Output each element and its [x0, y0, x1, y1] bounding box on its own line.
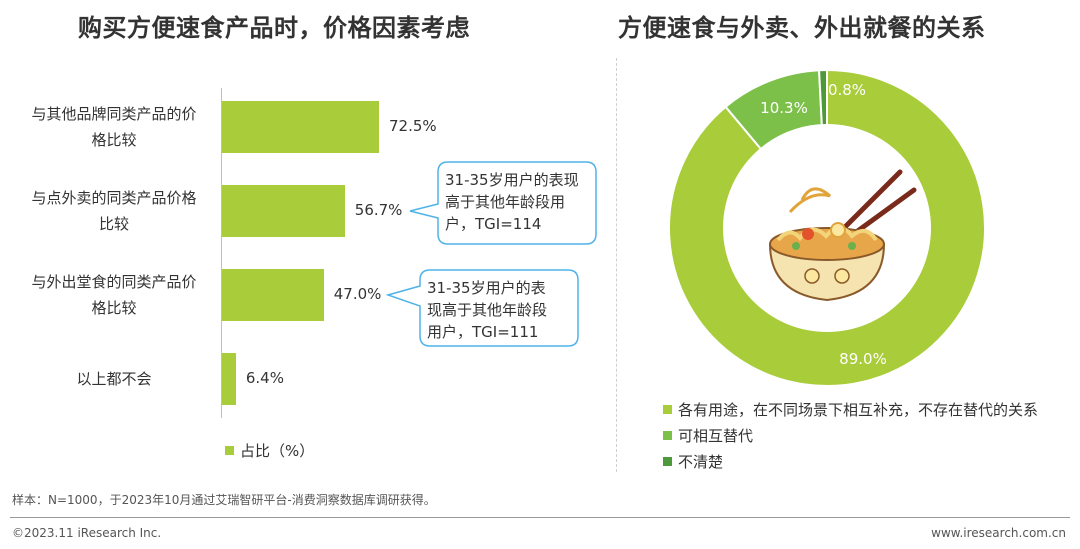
bar-value-label: 72.5% — [389, 117, 437, 135]
callout-note-tgi111: 31-35岁用户的表 现高于其他年龄段 用户，TGI=111 — [427, 279, 548, 341]
footer-divider — [10, 517, 1070, 518]
category-label: 与其他品牌同类产品的价 格比较 — [31, 105, 197, 149]
slice-value-label: 0.8% — [827, 81, 867, 99]
callout-note-tgi114: 31-35岁用户的表现 高于其他年龄段用 户，TGI=114 — [445, 171, 579, 233]
slice-value-label: 89.0% — [839, 350, 887, 368]
legend-item: 不清楚 — [663, 448, 1038, 474]
bar-chart-title: 购买方便速食产品时，价格因素考虑 — [78, 14, 470, 42]
sample-footnote: 样本：N=1000，于2023年10月通过艾瑞智研平台-消费洞察数据库调研获得。 — [12, 493, 436, 507]
bar-value-label: 56.7% — [354, 201, 403, 219]
bar-axis-line — [221, 88, 222, 418]
bar-value-label: 6.4% — [245, 369, 284, 387]
legend-swatch — [663, 456, 672, 466]
noodle-bowl-illustration — [723, 124, 931, 332]
panel-divider — [616, 58, 617, 472]
donut-chart-title: 方便速食与外卖、外出就餐的关系 — [618, 14, 986, 42]
category-label: 以上都不会 — [76, 370, 152, 388]
legend-label: 不清楚 — [678, 452, 724, 471]
legend-swatch — [663, 404, 672, 414]
bar — [222, 185, 345, 237]
bar — [222, 269, 324, 321]
bar-legend-label: 占比（%） — [240, 442, 315, 460]
legend-swatch — [663, 430, 672, 440]
legend-label: 可相互替代 — [678, 426, 754, 445]
category-label: 与外出堂食的同类产品价 格比较 — [31, 273, 197, 317]
legend-label: 各有用途，在不同场景下相互补充，不存在替代的关系 — [678, 400, 1039, 419]
bar — [222, 353, 236, 405]
slice-value-label: 10.3% — [760, 99, 808, 117]
bar-value-label: 47.0% — [333, 285, 382, 303]
copyright-text: ©2023.11 iResearch Inc. — [12, 526, 162, 540]
legend-swatch — [225, 446, 234, 455]
website-url: www.iresearch.com.cn — [931, 526, 1066, 540]
category-label: 与点外卖的同类产品价格 比较 — [31, 189, 197, 233]
bar — [222, 101, 379, 153]
legend-item: 各有用途，在不同场景下相互补充，不存在替代的关系 — [663, 396, 1038, 422]
donut-legend: 各有用途，在不同场景下相互补充，不存在替代的关系 可相互替代 不清楚 — [663, 396, 1038, 474]
legend-item: 可相互替代 — [663, 422, 1038, 448]
bar-legend: 占比（%） — [225, 440, 314, 461]
